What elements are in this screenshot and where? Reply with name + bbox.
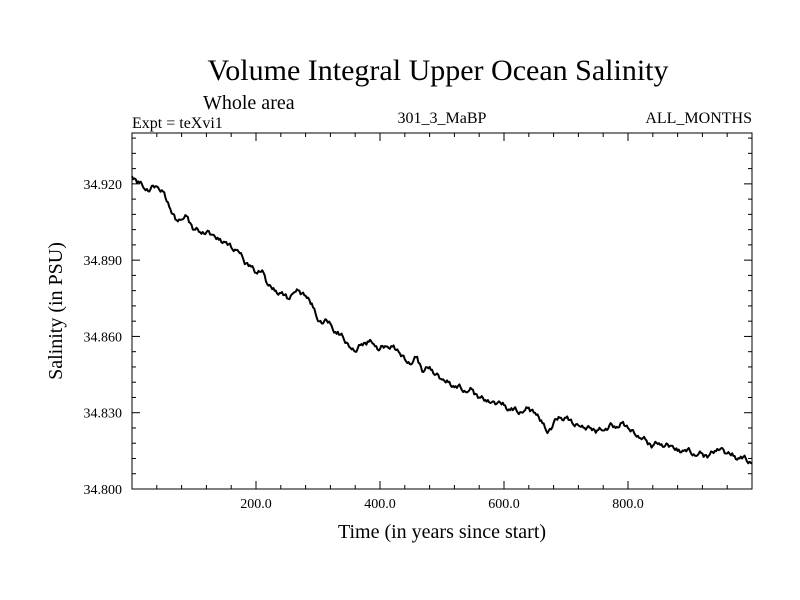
experiment-label: Expt = teXvi1 <box>132 115 223 132</box>
y-tick-label: 34.860 <box>84 330 123 345</box>
x-tick-label: 600.0 <box>488 497 520 512</box>
x-axis-ticks: 200.0 400.0 600.0 800.0 <box>156 133 728 512</box>
x-tick-label: 200.0 <box>240 497 272 512</box>
y-axis-label: Salinity (in PSU) <box>45 242 67 380</box>
chart-title: Volume Integral Upper Ocean Salinity <box>208 54 669 87</box>
salinity-series-line <box>131 175 753 465</box>
y-tick-label: 34.800 <box>84 483 123 498</box>
plot-frame <box>131 132 753 490</box>
period-label: ALL_MONTHS <box>645 110 752 127</box>
chart-subtitle: Whole area <box>203 92 295 114</box>
y-tick-label: 34.890 <box>84 254 123 269</box>
y-tick-label: 34.830 <box>84 407 123 422</box>
x-tick-label: 800.0 <box>612 497 644 512</box>
x-axis-label: Time (in years since start) <box>338 521 546 543</box>
x-tick-label: 400.0 <box>364 497 396 512</box>
y-axis-ticks: 34.800 34.830 34.860 34.890 34.920 <box>84 137 752 498</box>
y-tick-label: 34.920 <box>84 178 123 193</box>
run-id-label: 301_3_MaBP <box>398 110 487 127</box>
